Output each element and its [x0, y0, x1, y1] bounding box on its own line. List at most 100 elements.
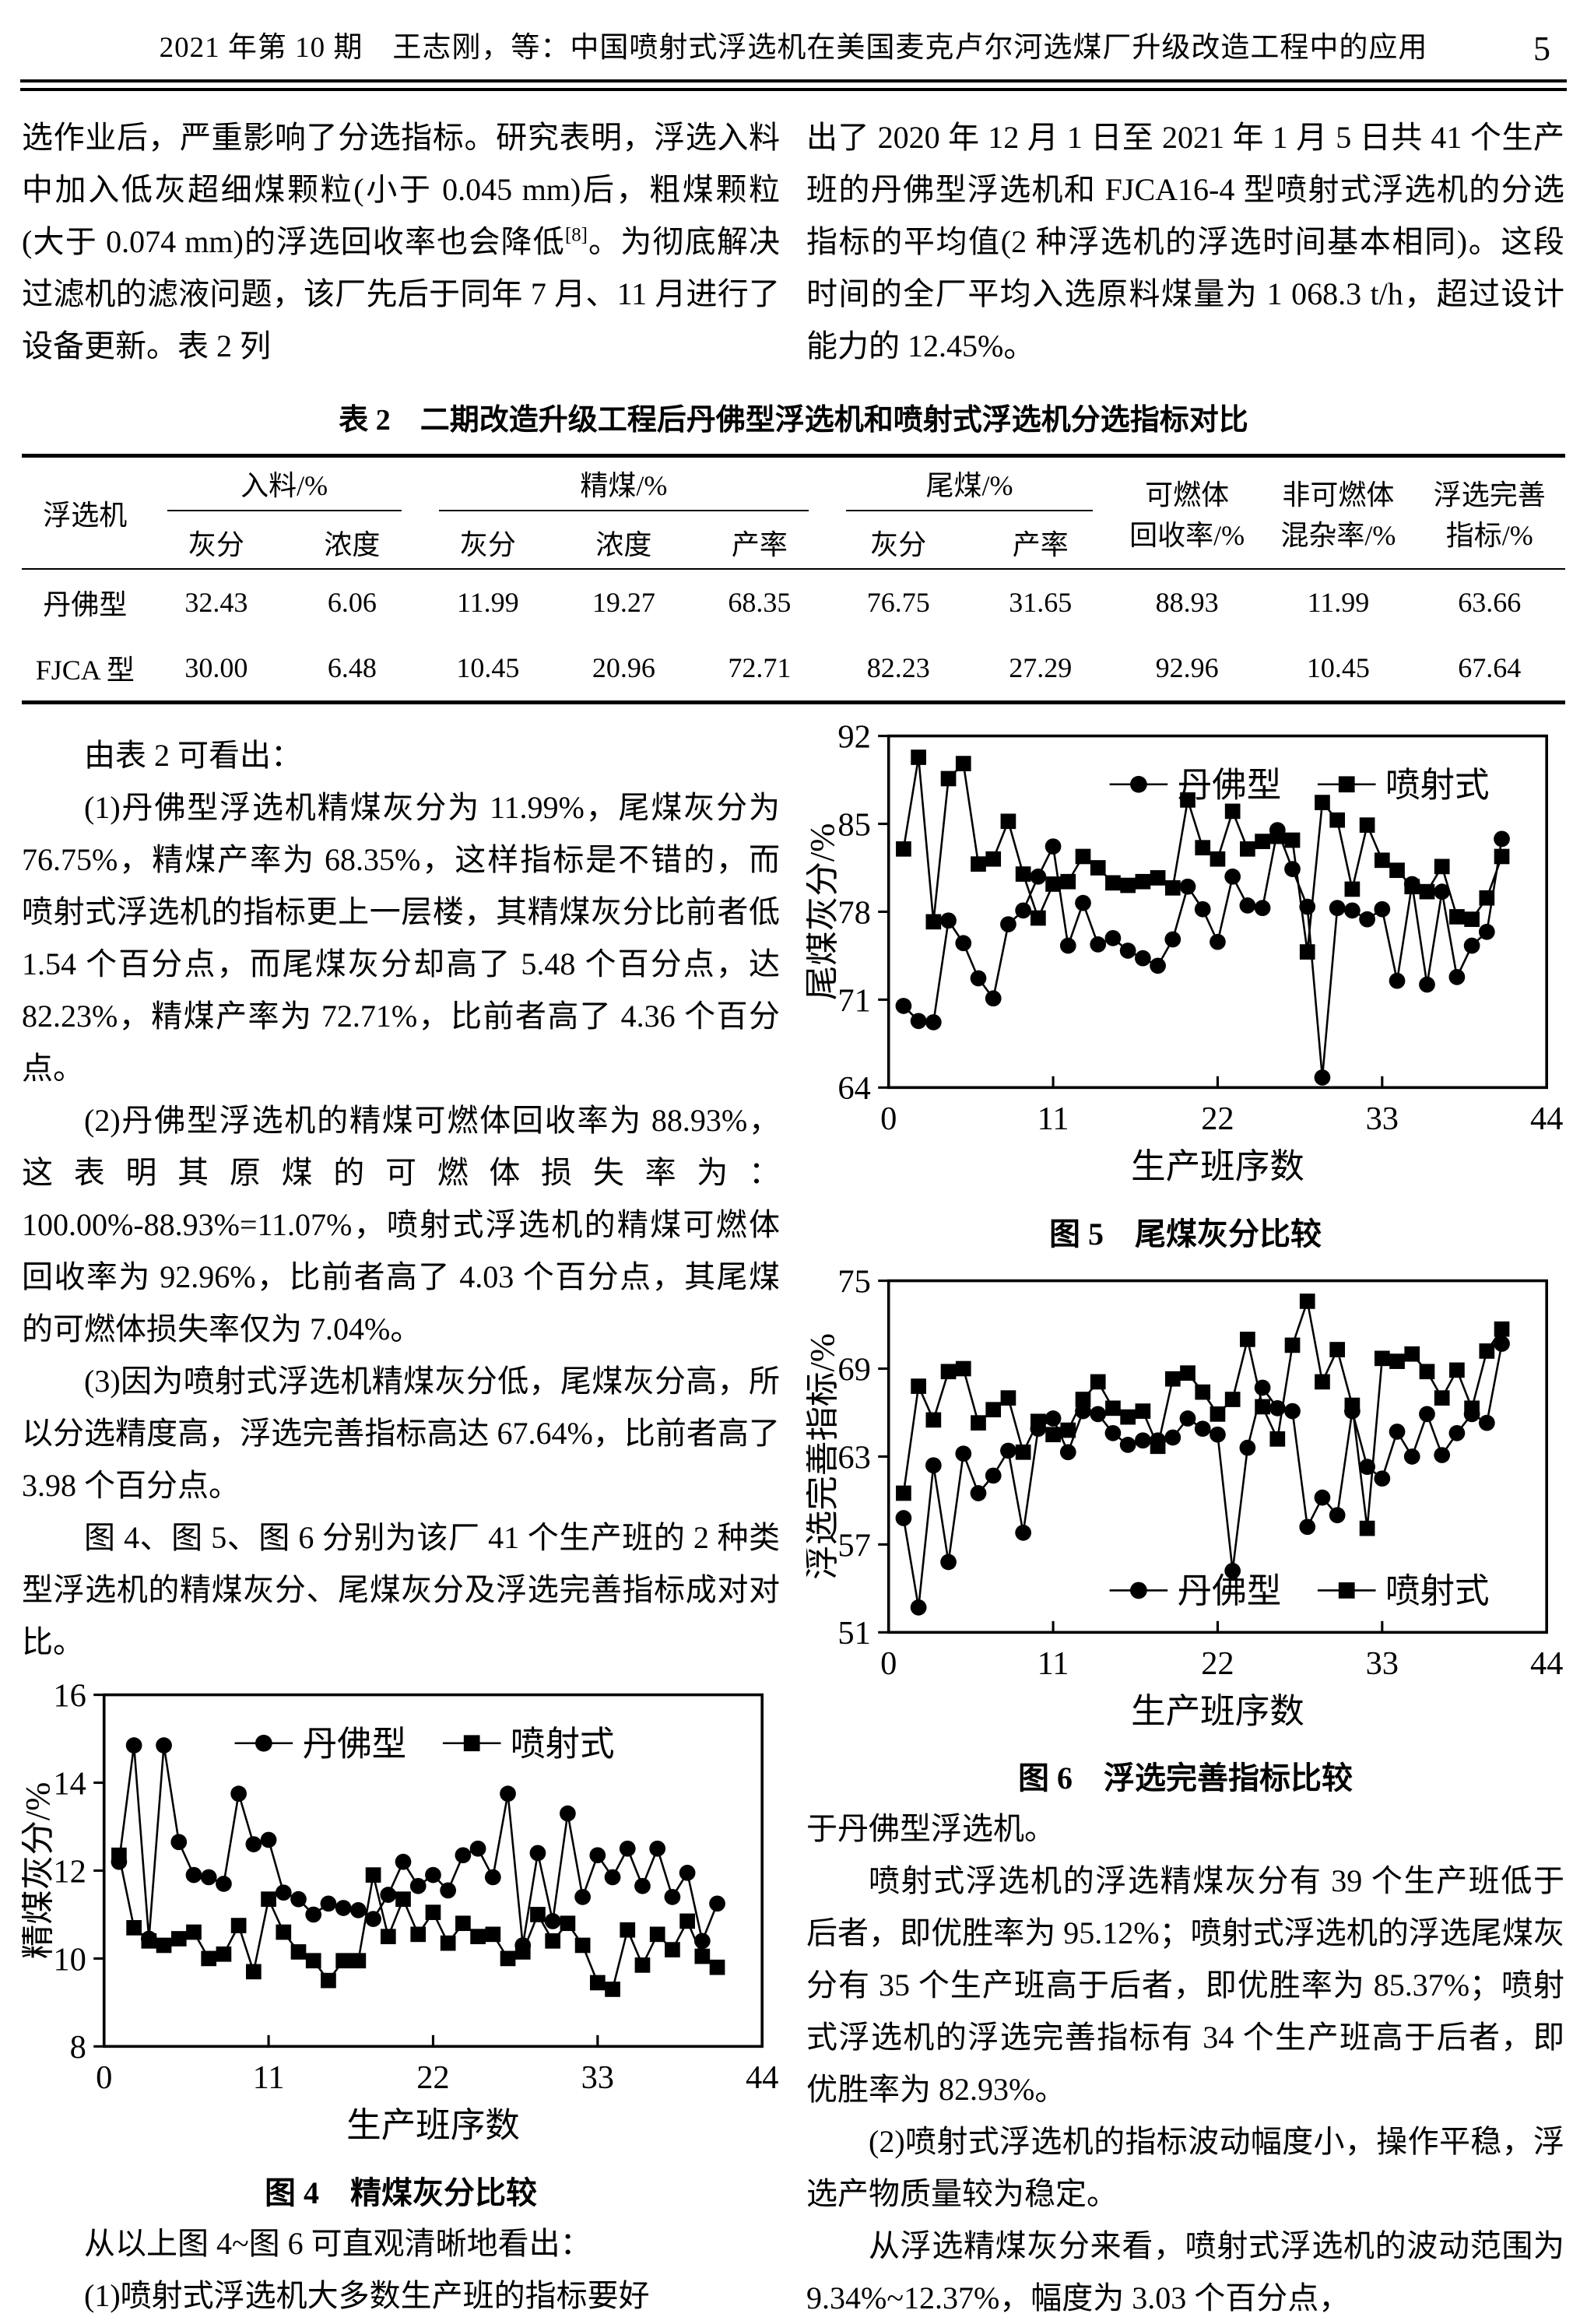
svg-text:22: 22 — [1201, 1101, 1234, 1137]
figure-4-caption: 图 4 精煤灰分比较 — [265, 2175, 537, 2210]
paragraph: 从以上图 4~图 6 可直观清晰地看出： — [84, 2225, 592, 2261]
svg-text:尾煤灰分/%: 尾煤灰分/% — [806, 823, 841, 1001]
svg-text:11: 11 — [1038, 1101, 1069, 1137]
col-group-feed: 入料/% — [149, 456, 420, 518]
svg-text:丹佛型: 丹佛型 — [1178, 1571, 1282, 1610]
col-header-combustible-recovery: 可燃体 回收率/% — [1111, 455, 1263, 570]
svg-text:8: 8 — [70, 2029, 86, 2066]
svg-text:85: 85 — [837, 806, 870, 843]
svg-text:51: 51 — [837, 1615, 870, 1652]
table-2-title: 表 2 二期改造升级工程后丹佛型浮选机和喷射式浮选机分选指标对比 — [339, 404, 1248, 437]
col-group-feed-label: 入料/% — [167, 463, 402, 511]
figure-6-caption: 图 6 浮选完善指标比较 — [1018, 1761, 1353, 1796]
svg-text:78: 78 — [837, 894, 870, 931]
table-row: 丹佛型 32.43 6.06 11.99 19.27 68.35 76.75 3… — [22, 569, 1565, 635]
flotation-perfection-chart: 51 57 63 69 75 0 11 22 33 44 生产班序数 浮选完善指标/% 丹佛型 喷射式 — [806, 1268, 1563, 1730]
cell-value: 31.65 — [1009, 587, 1073, 618]
paragraph: 由表 2 可看出： — [84, 738, 302, 773]
table-header-row-subs: 灰分 浓度 灰分 浓度 产率 灰分 产率 — [22, 517, 1565, 570]
svg-text:63: 63 — [837, 1439, 870, 1476]
svg-text:11: 11 — [1038, 1645, 1069, 1682]
figure-6: 51 57 63 69 75 0 11 22 33 44 生产班序数 浮选完善指标/% 丹佛型 喷射式 图… — [806, 1268, 1564, 1799]
svg-text:生产班序数: 生产班序数 — [1131, 1146, 1304, 1185]
svg-text:0: 0 — [880, 1645, 897, 1682]
cell-value: 32.43 — [184, 587, 248, 618]
figure-4: 8 10 12 14 16 0 11 22 33 44 生产班序数 精煤灰分/% 丹佛型 喷射式 图 4 … — [22, 1682, 780, 2213]
citation-ref: [8] — [564, 224, 588, 246]
clean-coal-ash-chart: 8 10 12 14 16 0 11 22 33 44 生产班序数 精煤灰分/% 丹佛型 喷射式 — [22, 1682, 778, 2144]
cell-value: 67.64 — [1458, 652, 1522, 683]
cell-value: 76.75 — [866, 587, 930, 618]
paragraph-text: 。为彻底解决过滤机的滤液问题，该厂先后于同年 7 月、11 月进行了设备更新。表… — [22, 224, 781, 363]
right-column-main: 64 71 78 85 92 0 11 22 33 44 生产班序数 尾煤灰分/% 丹佛型 喷射式 图 5… — [806, 709, 1564, 2324]
svg-text:浮选完善指标/%: 浮选完善指标/% — [806, 1333, 841, 1580]
paragraph: (1)喷射式浮选机大多数生产班的指标要好 — [84, 2277, 650, 2313]
svg-text:22: 22 — [1201, 1645, 1234, 1682]
svg-text:喷射式: 喷射式 — [1385, 1571, 1490, 1610]
col-group-tailings-label: 尾煤/% — [846, 463, 1093, 511]
figure-5: 64 71 78 85 92 0 11 22 33 44 生产班序数 尾煤灰分/% 丹佛型 喷射式 图 5… — [806, 723, 1564, 1254]
svg-text:精煤灰分/%: 精煤灰分/% — [22, 1782, 57, 1960]
svg-text:75: 75 — [837, 1268, 870, 1300]
paragraph: 喷射式浮选机的浮选精煤灰分有 39 个生产班低于后者，即优胜率为 95.12%；… — [806, 1863, 1564, 2108]
table-header-row-groups: 浮选机 入料/% 精煤/% 尾煤/% 可燃体 回收率/% 非可燃体 混杂率/% 浮选… — [22, 455, 1565, 570]
paragraph: (2)丹佛型浮选机的精煤可燃体回收率为 88.93%，这表明其原煤的可燃体损失率… — [22, 1103, 780, 1346]
svg-text:44: 44 — [1530, 1101, 1563, 1137]
svg-text:0: 0 — [96, 2059, 112, 2096]
svg-text:44: 44 — [746, 2059, 778, 2096]
svg-text:64: 64 — [837, 1070, 870, 1107]
col-header-machine: 浮选机 — [22, 455, 149, 570]
svg-text:丹佛型: 丹佛型 — [303, 1724, 407, 1763]
svg-text:69: 69 — [837, 1351, 870, 1388]
cell-value: 11.99 — [1307, 587, 1370, 618]
svg-text:22: 22 — [416, 2059, 449, 2096]
cell-value: 19.27 — [592, 587, 655, 618]
table-2: 浮选机 入料/% 精煤/% 尾煤/% 可燃体 回收率/% 非可燃体 混杂率/% 浮选… — [22, 454, 1565, 704]
cell-value: 20.96 — [592, 652, 655, 683]
paragraph: (3)因为喷射式浮选机精煤灰分低，尾煤灰分高，所以分选精度高，浮选完善指标高达 … — [22, 1364, 780, 1503]
col-group-clean-coal: 精煤/% — [420, 456, 828, 518]
svg-text:57: 57 — [837, 1527, 870, 1564]
svg-text:10: 10 — [53, 1941, 86, 1978]
paragraph-text: 选作业后，严重影响了分选指标。研究表明，浮选入料中加入低灰超细煤颗粒(小于 0.… — [22, 120, 780, 259]
paragraph: 图 4、图 5、图 6 分别为该厂 41 个生产班的 2 种类型浮选机的精煤灰分… — [22, 1520, 780, 1659]
sub-header: 灰分 — [420, 517, 557, 570]
col-header-noncombustible-contamination: 非可燃体 混杂率/% — [1262, 455, 1414, 570]
cell-machine: 丹佛型 — [43, 589, 128, 620]
col-group-tailings: 尾煤/% — [827, 456, 1111, 518]
cell-value: 30.00 — [184, 652, 248, 683]
main-row: 由表 2 可看出： (1)丹佛型浮选机精煤灰分为 11.99%，尾煤灰分为 76… — [0, 709, 1587, 2324]
sub-header: 灰分 — [827, 517, 970, 570]
left-column-top: 选作业后，严重影响了分选指标。研究表明，浮选入料中加入低灰超细煤颗粒(小于 0.… — [22, 111, 780, 372]
cell-machine: FJCA 型 — [35, 655, 135, 686]
cell-value: 68.35 — [728, 587, 792, 618]
cell-value: 10.45 — [1306, 652, 1370, 683]
paragraph: 从浮选精煤灰分来看，喷射式浮选机的波动范围为 9.34%~12.37%，幅度为 … — [806, 2228, 1564, 2316]
table-2-block: 表 2 二期改造升级工程后丹佛型浮选机和喷射式浮选机分选指标对比 浮选机 入料/… — [22, 395, 1565, 704]
sub-header: 浓度 — [284, 517, 420, 570]
svg-text:0: 0 — [880, 1101, 897, 1137]
cell-value: 11.99 — [457, 587, 519, 618]
right-column-top: 出了 2020 年 12 月 1 日至 2021 年 1 月 5 日共 41 个… — [806, 111, 1564, 372]
svg-text:喷射式: 喷射式 — [511, 1724, 615, 1763]
svg-text:16: 16 — [53, 1682, 86, 1714]
paragraph: (2)喷射式浮选机的指标波动幅度小，操作平稳，浮选产物质量较为稳定。 — [806, 2124, 1564, 2212]
figure-5-caption: 图 5 尾煤灰分比较 — [1049, 1216, 1322, 1252]
svg-text:92: 92 — [837, 723, 870, 755]
cell-value: 88.93 — [1155, 587, 1219, 618]
cell-value: 92.96 — [1155, 652, 1219, 683]
sub-header: 灰分 — [148, 517, 285, 570]
paragraph: 出了 2020 年 12 月 1 日至 2021 年 1 月 5 日共 41 个… — [806, 120, 1564, 363]
left-column-main: 由表 2 可看出： (1)丹佛型浮选机精煤灰分为 11.99%，尾煤灰分为 76… — [22, 709, 780, 2324]
cell-value: 6.06 — [327, 587, 377, 618]
svg-text:12: 12 — [53, 1853, 86, 1890]
svg-text:33: 33 — [1366, 1101, 1399, 1137]
paragraph: 于丹佛型浮选机。 — [806, 1811, 1055, 1847]
cell-value: 6.48 — [327, 652, 377, 683]
svg-text:11: 11 — [253, 2059, 285, 2096]
table-row: FJCA 型 30.00 6.48 10.45 20.96 72.71 82.2… — [22, 635, 1565, 703]
page-header: 2021 年第 10 期 王志刚，等：中国喷射式浮选机在美国麦克卢尔河选煤厂升级… — [0, 0, 1587, 72]
col-header-flotation-perfection: 浮选完善 指标/% — [1413, 455, 1565, 570]
col-group-clean-coal-label: 精煤/% — [438, 463, 809, 511]
